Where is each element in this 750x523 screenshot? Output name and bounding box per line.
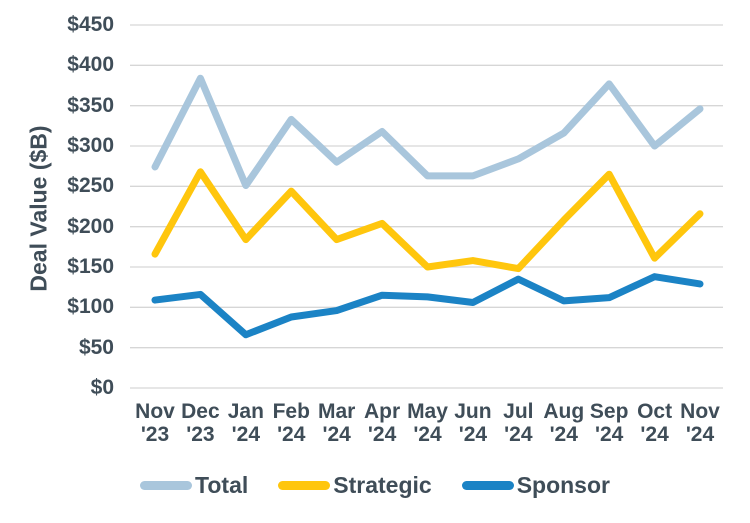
legend-item-strategic: Strategic bbox=[278, 472, 432, 498]
x-tick-label: Feb '24 bbox=[272, 400, 310, 446]
x-tick-label: Apr '24 bbox=[363, 400, 401, 446]
x-tick-label: Mar '24 bbox=[317, 400, 356, 446]
x-tick-label: Dec '23 bbox=[181, 400, 220, 446]
x-tick-label: Jan '24 bbox=[227, 400, 264, 446]
x-tick-label: May '24 bbox=[407, 400, 448, 446]
x-tick-label: Aug '24 bbox=[543, 400, 585, 446]
y-tick-label: $200 bbox=[67, 214, 114, 238]
legend-item-total: Total bbox=[140, 474, 248, 497]
y-tick-label: $0 bbox=[90, 376, 114, 399]
total-series-swatch-icon bbox=[140, 481, 193, 490]
x-tick-label: Jun '24 bbox=[454, 400, 492, 446]
x-tick-label: Oct '24 bbox=[637, 400, 673, 446]
strategic-series-swatch-icon bbox=[278, 481, 331, 490]
y-tick-label: $100 bbox=[67, 295, 114, 319]
legend-label-total: Total bbox=[195, 472, 249, 498]
legend-label-strategic: Strategic bbox=[333, 472, 432, 498]
series-line-total bbox=[151, 74, 704, 190]
y-tick-label: $300 bbox=[67, 134, 114, 157]
x-tick-label: Nov '23 bbox=[135, 400, 175, 446]
y-tick-label: $400 bbox=[67, 53, 114, 77]
x-tick-label: Nov '24 bbox=[680, 400, 720, 446]
chart-legend: Total Strategic Sponsor bbox=[0, 474, 750, 497]
series-line-strategic bbox=[151, 168, 704, 273]
y-tick-label: $50 bbox=[78, 335, 114, 359]
y-tick-label: $450 bbox=[67, 13, 114, 36]
x-tick-label: Jul '24 bbox=[503, 400, 534, 446]
y-tick-label: $250 bbox=[67, 174, 114, 198]
legend-label-sponsor: Sponsor bbox=[516, 472, 610, 498]
x-tick-label: Sep '24 bbox=[589, 400, 629, 446]
sponsor-series-swatch-icon bbox=[461, 481, 514, 490]
legend-item-sponsor: Sponsor bbox=[461, 472, 610, 498]
series-line-sponsor bbox=[151, 273, 704, 339]
y-tick-label: $150 bbox=[67, 255, 114, 278]
y-tick-label: $350 bbox=[67, 93, 114, 117]
